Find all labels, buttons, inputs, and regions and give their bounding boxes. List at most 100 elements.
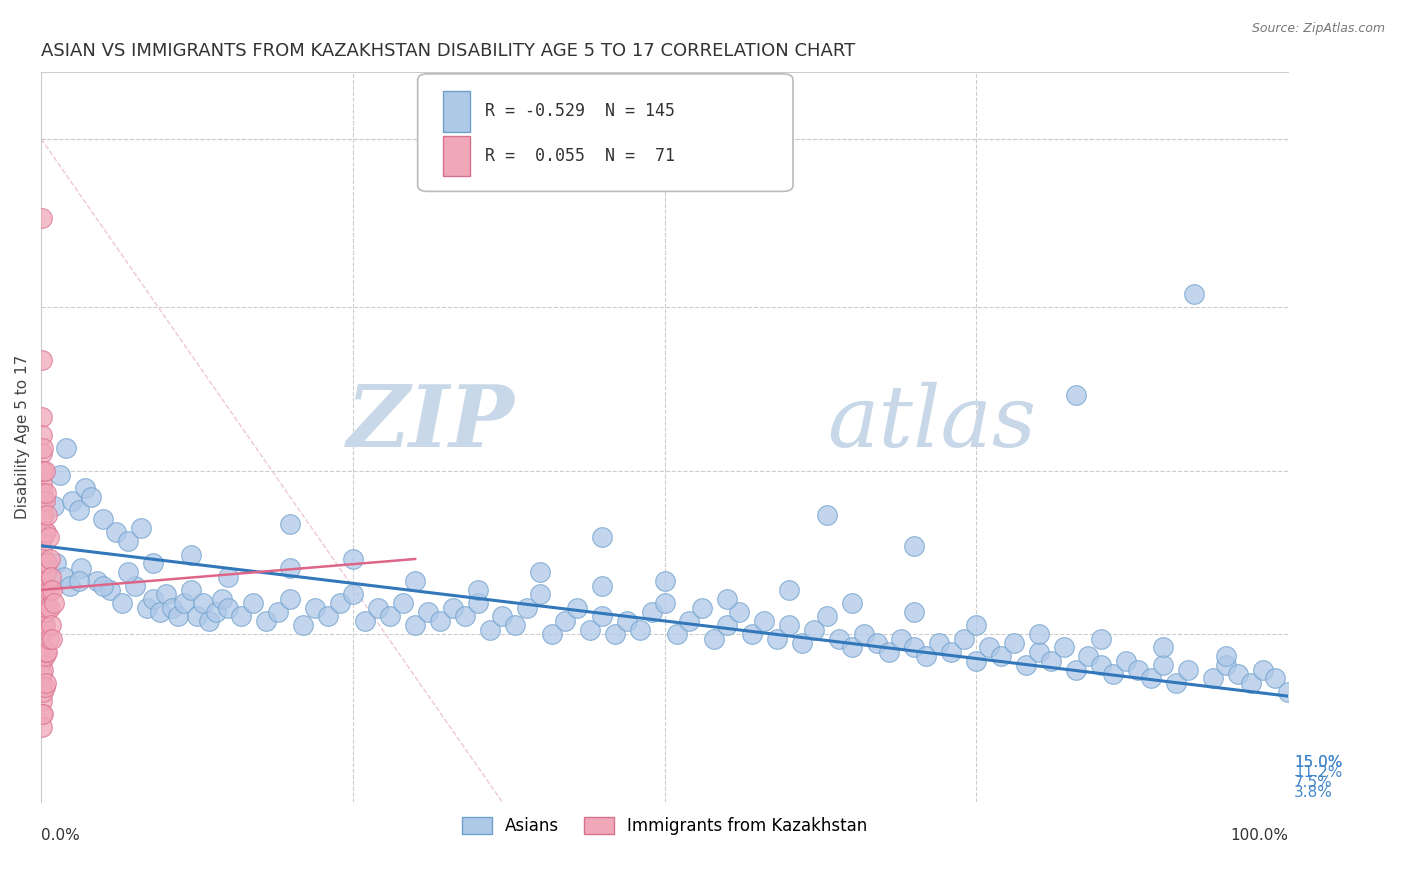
Point bbox=[1227, 667, 1250, 681]
Point bbox=[31, 494, 53, 508]
Point bbox=[1177, 663, 1199, 677]
Point bbox=[690, 600, 713, 615]
Point bbox=[1184, 286, 1206, 301]
Point bbox=[454, 609, 477, 624]
Point bbox=[354, 614, 377, 628]
Point bbox=[38, 632, 60, 646]
Point bbox=[815, 508, 838, 522]
Point bbox=[267, 605, 290, 619]
Point bbox=[35, 525, 58, 540]
Point bbox=[1090, 658, 1112, 673]
Point bbox=[31, 720, 53, 734]
Point bbox=[491, 609, 513, 624]
Text: Source: ZipAtlas.com: Source: ZipAtlas.com bbox=[1251, 22, 1385, 36]
Point bbox=[70, 561, 93, 575]
Point bbox=[554, 614, 576, 628]
Point bbox=[32, 684, 55, 698]
Point bbox=[37, 508, 59, 522]
Point bbox=[31, 693, 53, 707]
Point bbox=[803, 623, 825, 637]
Point bbox=[965, 618, 987, 632]
Text: ASIAN VS IMMIGRANTS FROM KAZAKHSTAN DISABILITY AGE 5 TO 17 CORRELATION CHART: ASIAN VS IMMIGRANTS FROM KAZAKHSTAN DISA… bbox=[41, 42, 855, 60]
Text: 0.0%: 0.0% bbox=[41, 828, 80, 843]
Text: 15.0%: 15.0% bbox=[1294, 755, 1343, 770]
Point bbox=[34, 557, 56, 571]
Point bbox=[342, 587, 364, 601]
Point bbox=[155, 587, 177, 601]
Point bbox=[142, 591, 165, 606]
Point bbox=[1052, 640, 1074, 655]
Point bbox=[391, 596, 413, 610]
Point bbox=[32, 552, 55, 566]
Point bbox=[180, 548, 202, 562]
Point bbox=[941, 645, 963, 659]
Point bbox=[34, 618, 56, 632]
Point bbox=[117, 534, 139, 549]
Point bbox=[217, 600, 239, 615]
Point bbox=[35, 485, 58, 500]
Text: atlas: atlas bbox=[827, 382, 1036, 464]
Point bbox=[404, 574, 426, 588]
Point bbox=[1277, 684, 1299, 698]
Point bbox=[416, 605, 439, 619]
Point bbox=[1152, 640, 1174, 655]
Point bbox=[280, 561, 302, 575]
Point bbox=[841, 596, 863, 610]
Point bbox=[35, 645, 58, 659]
Point bbox=[778, 582, 800, 597]
Point bbox=[242, 596, 264, 610]
Point bbox=[928, 636, 950, 650]
Point bbox=[778, 618, 800, 632]
Point bbox=[136, 600, 159, 615]
Point bbox=[186, 609, 208, 624]
Point bbox=[31, 211, 53, 226]
Point bbox=[728, 605, 751, 619]
Point bbox=[578, 623, 600, 637]
Point bbox=[32, 596, 55, 610]
Point bbox=[49, 467, 72, 482]
Point bbox=[591, 609, 613, 624]
Point bbox=[291, 618, 314, 632]
Point bbox=[42, 499, 65, 513]
Point bbox=[31, 627, 53, 641]
Text: 7.5%: 7.5% bbox=[1294, 774, 1333, 789]
Point bbox=[32, 485, 55, 500]
Point bbox=[591, 530, 613, 544]
Point bbox=[865, 636, 887, 650]
Point bbox=[32, 442, 55, 456]
Point bbox=[903, 539, 925, 553]
Point bbox=[31, 561, 53, 575]
Point bbox=[1077, 649, 1099, 664]
Point bbox=[39, 570, 62, 584]
Point bbox=[31, 428, 53, 442]
Point bbox=[31, 476, 53, 491]
Point bbox=[591, 578, 613, 592]
Point bbox=[441, 600, 464, 615]
Point bbox=[211, 591, 233, 606]
Point bbox=[160, 600, 183, 615]
Point bbox=[59, 578, 82, 592]
Point bbox=[41, 632, 63, 646]
Point bbox=[790, 636, 813, 650]
Point bbox=[467, 582, 489, 597]
Point bbox=[124, 578, 146, 592]
Point bbox=[404, 618, 426, 632]
FancyBboxPatch shape bbox=[443, 136, 470, 176]
Point bbox=[35, 566, 58, 580]
Point bbox=[142, 557, 165, 571]
Point bbox=[111, 596, 134, 610]
Point bbox=[716, 591, 738, 606]
FancyBboxPatch shape bbox=[418, 74, 793, 192]
Point bbox=[32, 706, 55, 721]
Point bbox=[31, 512, 53, 526]
Point bbox=[38, 582, 60, 597]
Point bbox=[34, 680, 56, 694]
Point bbox=[1140, 672, 1163, 686]
Y-axis label: Disability Age 5 to 17: Disability Age 5 to 17 bbox=[15, 355, 30, 519]
Point bbox=[380, 609, 402, 624]
Point bbox=[93, 512, 115, 526]
Point bbox=[990, 649, 1012, 664]
Point bbox=[915, 649, 938, 664]
Point bbox=[31, 600, 53, 615]
Point bbox=[654, 596, 676, 610]
